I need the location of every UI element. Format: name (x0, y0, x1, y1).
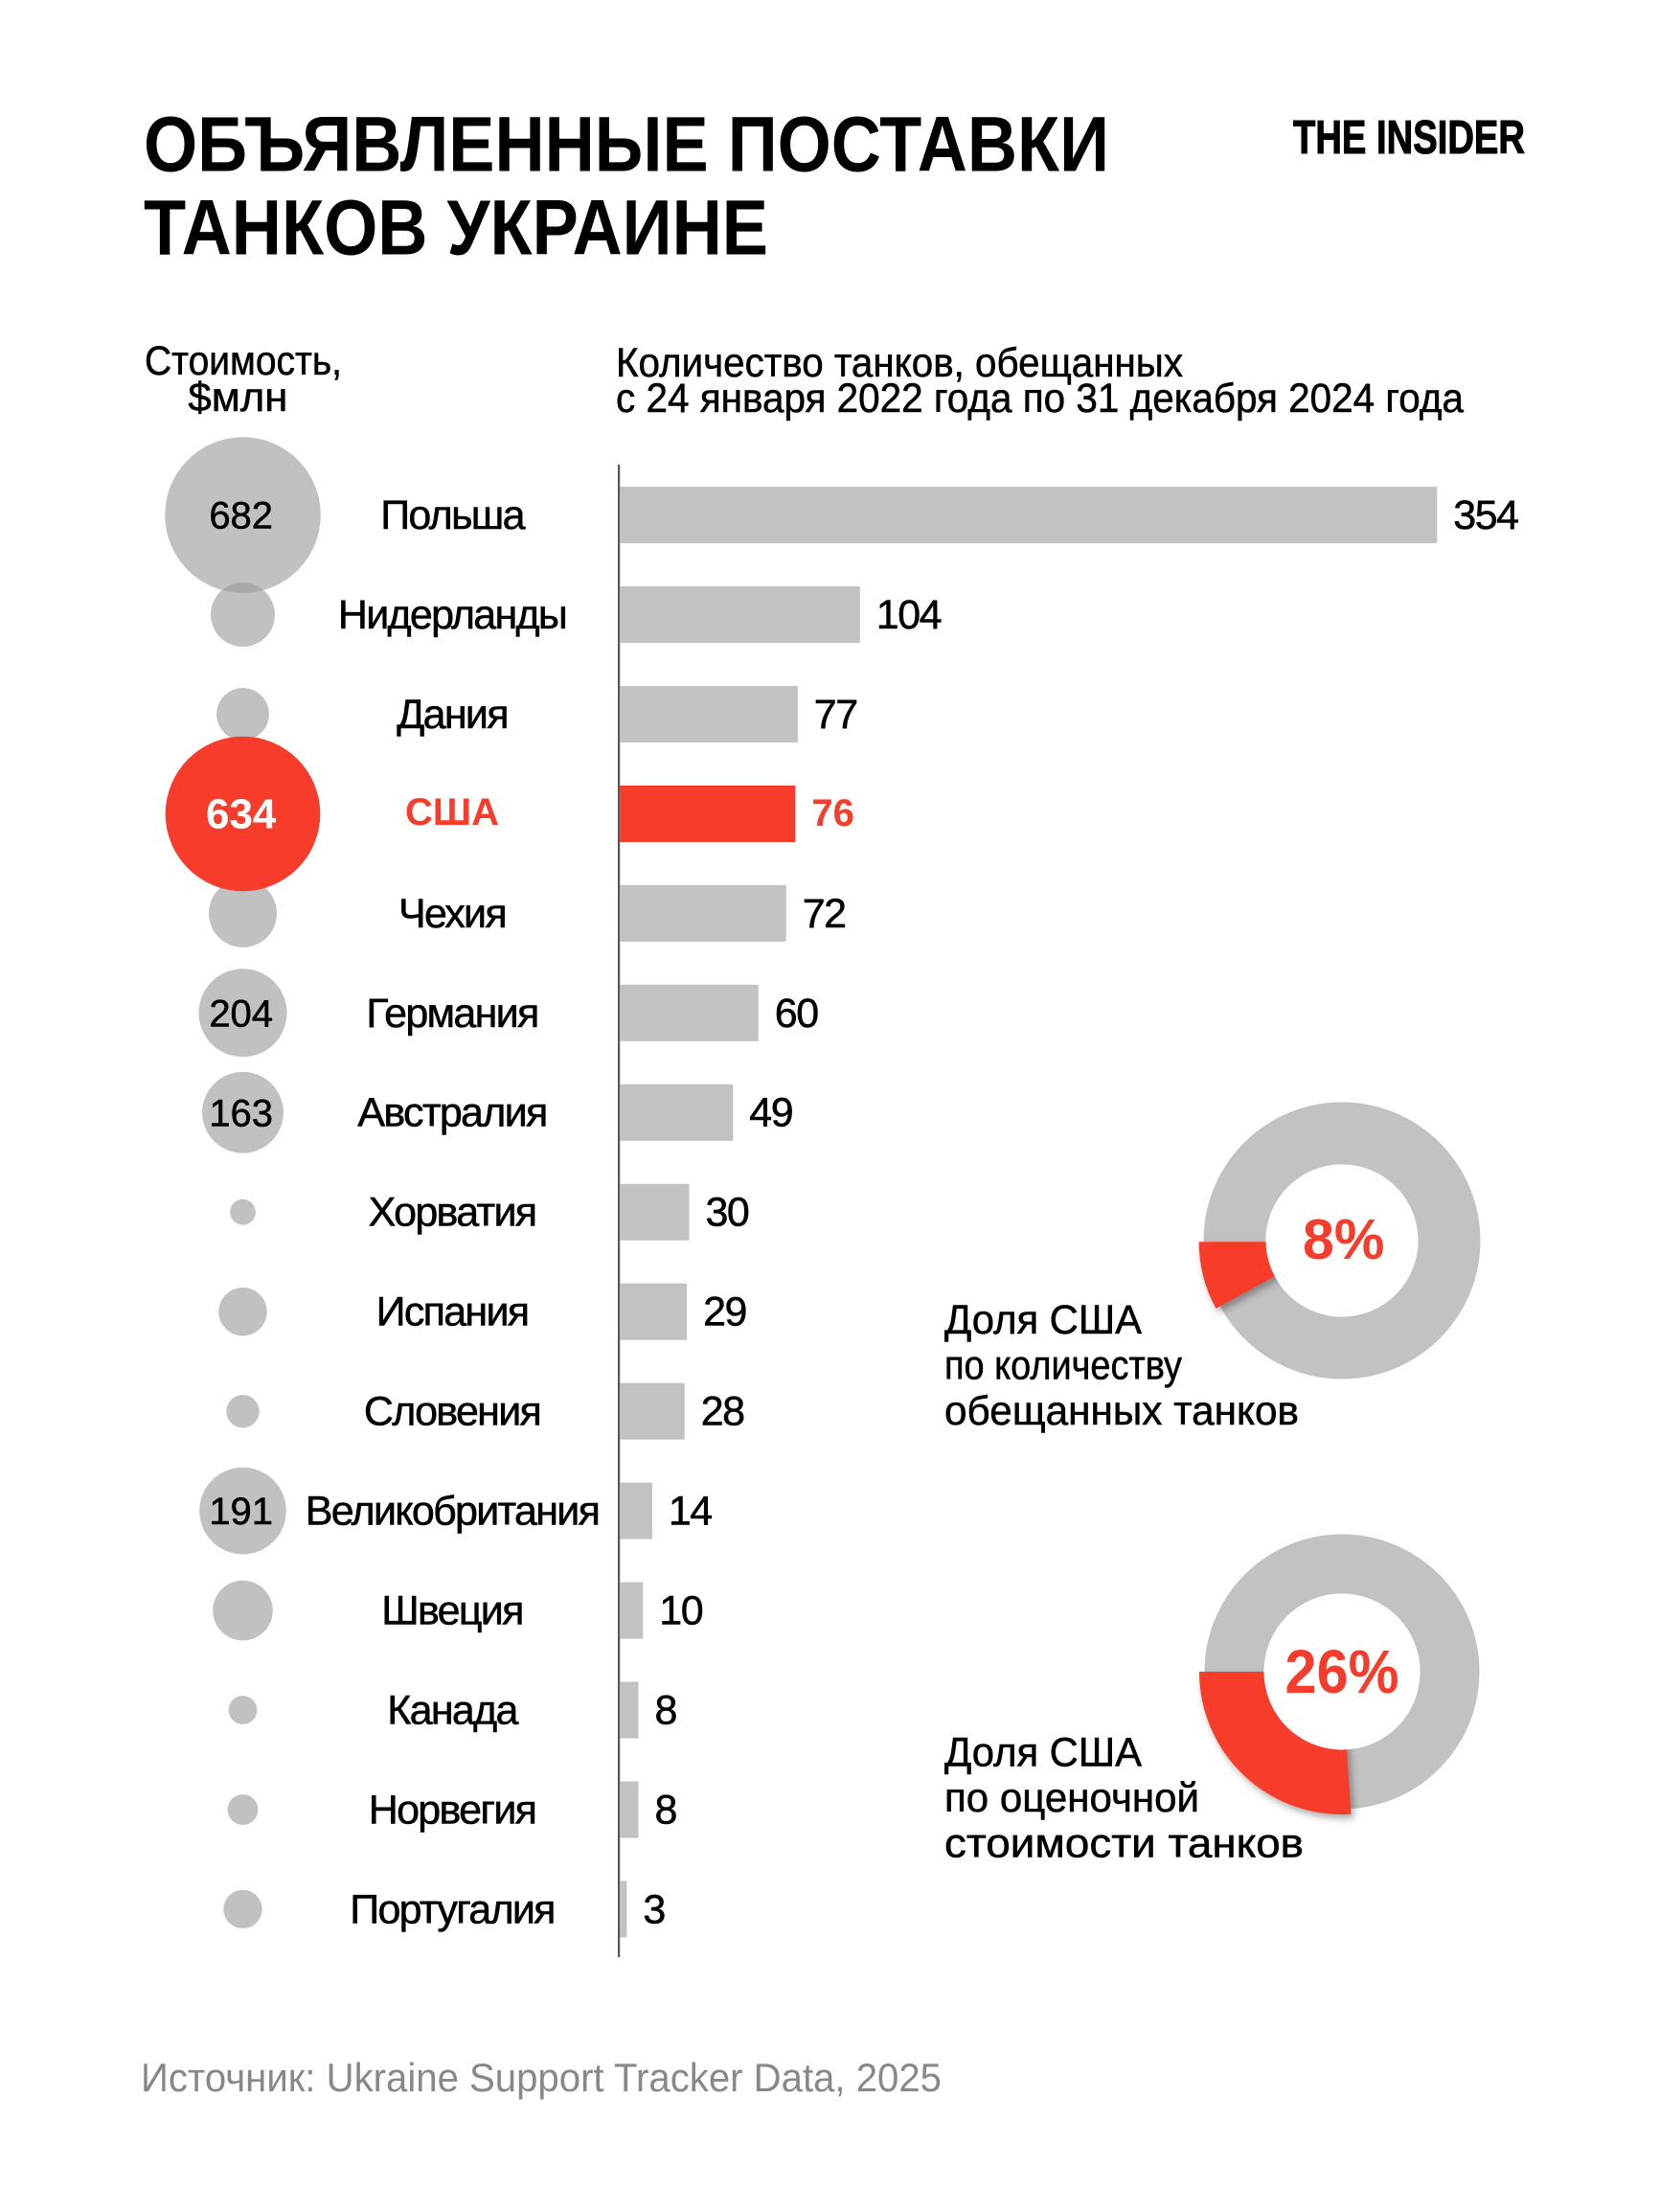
svg-text:Великобритания: Великобритания (306, 1489, 599, 1535)
svg-text:Португалия: Португалия (350, 1886, 555, 1932)
svg-text:$млн: $млн (188, 375, 287, 421)
svg-text:Норвегия: Норвегия (369, 1787, 536, 1833)
svg-text:Количество танков, обещанных: Количество танков, обещанных (616, 340, 1183, 386)
svg-text:72: 72 (803, 891, 846, 937)
svg-text:682: 682 (209, 495, 273, 537)
svg-text:76: 76 (811, 792, 854, 834)
svg-text:354: 354 (1453, 492, 1518, 538)
svg-text:Стоимость,: Стоимость, (145, 338, 342, 384)
svg-text:104: 104 (876, 592, 942, 638)
svg-text:Канада: Канада (387, 1687, 518, 1733)
svg-text:29: 29 (703, 1289, 746, 1335)
svg-text:Польша: Польша (380, 492, 525, 538)
svg-text:США: США (405, 791, 499, 833)
svg-text:8%: 8% (1303, 1208, 1384, 1271)
svg-text:Дания: Дания (397, 692, 508, 738)
svg-text:THE INSIDER: THE INSIDER (1293, 112, 1525, 164)
svg-text:по оценочной: по оценочной (944, 1775, 1199, 1821)
svg-text:ТАНКОВ УКРАИНЕ: ТАНКОВ УКРАИНЕ (144, 185, 768, 272)
svg-text:Германия: Германия (366, 991, 537, 1037)
svg-text:Источник: Ukraine Support Trac: Источник: Ukraine Support Tracker Data, … (141, 2055, 942, 2100)
svg-text:163: 163 (209, 1092, 273, 1134)
svg-text:ОБЪЯВЛЕННЫЕ ПОСТАВКИ: ОБЪЯВЛЕННЫЕ ПОСТАВКИ (144, 102, 1109, 189)
svg-text:49: 49 (749, 1090, 792, 1136)
svg-text:3: 3 (643, 1886, 665, 1932)
svg-text:634: 634 (206, 791, 277, 838)
svg-text:Швеция: Швеция (381, 1588, 522, 1634)
svg-text:10: 10 (659, 1588, 702, 1634)
svg-text:Доля США: Доля США (944, 1297, 1142, 1343)
svg-text:Испания: Испания (376, 1289, 529, 1335)
svg-text:26%: 26% (1285, 1637, 1399, 1706)
svg-text:191: 191 (209, 1491, 273, 1533)
svg-text:Словения: Словения (364, 1389, 540, 1435)
svg-text:30: 30 (706, 1190, 749, 1236)
svg-text:обещанных танков: обещанных танков (944, 1388, 1299, 1434)
svg-text:стоимости танков: стоимости танков (944, 1821, 1304, 1867)
svg-text:Чехия: Чехия (398, 891, 506, 937)
svg-text:60: 60 (775, 991, 818, 1037)
svg-text:Доля США: Доля США (944, 1730, 1142, 1776)
svg-text:Австралия: Австралия (357, 1090, 546, 1136)
svg-text:Хорватия: Хорватия (369, 1190, 536, 1236)
svg-text:Нидерланды: Нидерланды (338, 592, 566, 638)
svg-text:204: 204 (209, 992, 273, 1035)
svg-text:77: 77 (814, 692, 857, 738)
svg-text:с 24 января 2022 года по 31 де: с 24 января 2022 года по 31 декабря 2024… (616, 376, 1464, 422)
svg-text:28: 28 (701, 1389, 744, 1435)
svg-text:14: 14 (669, 1489, 712, 1535)
svg-text:8: 8 (655, 1787, 677, 1833)
svg-text:8: 8 (655, 1687, 677, 1733)
svg-text:по количеству: по количеству (944, 1343, 1182, 1389)
